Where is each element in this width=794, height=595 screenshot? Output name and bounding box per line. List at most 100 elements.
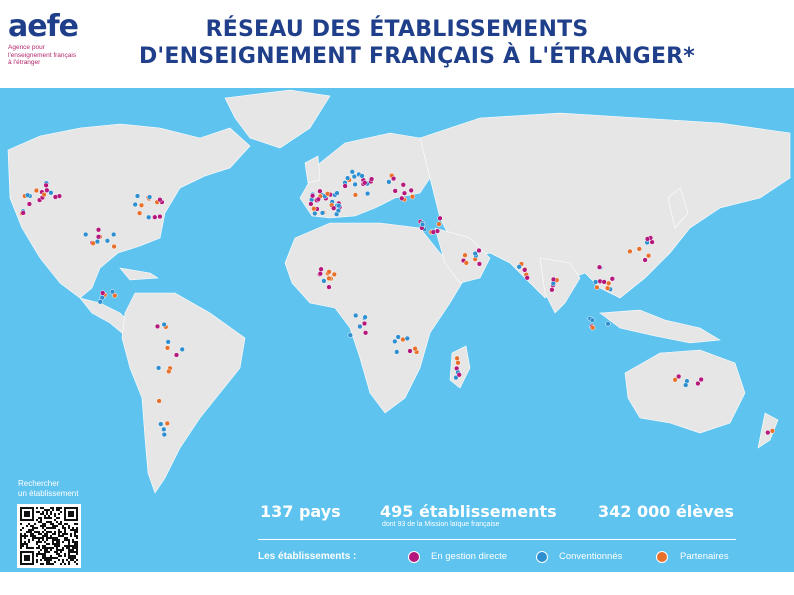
school-dot[interactable]: [157, 213, 163, 220]
school-dot[interactable]: [412, 346, 418, 352]
school-dot[interactable]: [683, 382, 689, 388]
school-dot[interactable]: [399, 195, 405, 201]
school-dot[interactable]: [592, 279, 599, 285]
school-dot[interactable]: [347, 332, 353, 338]
school-dot[interactable]: [154, 323, 161, 330]
school-dot[interactable]: [324, 191, 331, 197]
school-dot[interactable]: [609, 276, 615, 282]
school-dot[interactable]: [342, 183, 348, 189]
school-dot[interactable]: [161, 431, 167, 438]
school-dot[interactable]: [90, 240, 96, 246]
school-dot[interactable]: [146, 214, 152, 220]
school-dot[interactable]: [604, 285, 611, 291]
school-dot[interactable]: [164, 345, 171, 351]
school-dot[interactable]: [161, 321, 167, 328]
school-dot[interactable]: [476, 261, 483, 267]
school-dot[interactable]: [436, 221, 442, 227]
school-dot[interactable]: [362, 180, 368, 186]
school-dot[interactable]: [516, 264, 522, 270]
school-dot[interactable]: [326, 284, 332, 290]
school-dot[interactable]: [409, 194, 416, 200]
school-dot[interactable]: [606, 280, 612, 286]
school-dot[interactable]: [672, 377, 678, 383]
school-dot[interactable]: [33, 187, 40, 194]
school-dot[interactable]: [311, 206, 317, 212]
school-dot[interactable]: [765, 429, 771, 436]
school-dot[interactable]: [676, 373, 682, 380]
school-dot[interactable]: [404, 335, 410, 342]
school-dot[interactable]: [462, 252, 468, 258]
school-dot[interactable]: [334, 190, 340, 196]
school-dot[interactable]: [353, 312, 359, 319]
school-dot[interactable]: [319, 210, 326, 216]
school-dot[interactable]: [454, 355, 460, 361]
school-dot[interactable]: [695, 380, 701, 387]
school-dot[interactable]: [166, 368, 172, 375]
school-dot[interactable]: [104, 238, 111, 244]
school-dot[interactable]: [321, 278, 327, 284]
school-dot[interactable]: [309, 193, 316, 199]
school-dot[interactable]: [364, 190, 371, 197]
school-dot[interactable]: [157, 197, 163, 203]
school-dot[interactable]: [386, 179, 392, 185]
school-dot[interactable]: [594, 284, 600, 291]
school-dot[interactable]: [596, 264, 603, 270]
school-dot[interactable]: [362, 330, 369, 336]
school-dot[interactable]: [590, 325, 596, 331]
school-dot[interactable]: [437, 215, 443, 221]
school-dot[interactable]: [308, 201, 314, 207]
school-dot[interactable]: [357, 323, 363, 330]
school-dot[interactable]: [95, 227, 102, 233]
school-dot[interactable]: [112, 292, 118, 299]
school-dot[interactable]: [627, 248, 633, 255]
school-dot[interactable]: [173, 352, 180, 358]
school-dot[interactable]: [26, 201, 33, 207]
school-dot[interactable]: [589, 317, 596, 323]
aefe-logo[interactable]: aefe Agence pour l'enseignement français…: [8, 12, 88, 67]
school-dot[interactable]: [161, 426, 167, 432]
school-dot[interactable]: [401, 190, 408, 196]
school-dot[interactable]: [52, 194, 59, 200]
school-dot[interactable]: [524, 275, 530, 281]
school-dot[interactable]: [351, 173, 357, 180]
school-dot[interactable]: [335, 207, 342, 214]
school-dot[interactable]: [430, 229, 436, 235]
school-dot[interactable]: [407, 348, 413, 354]
school-dot[interactable]: [642, 257, 648, 263]
school-dot[interactable]: [361, 320, 368, 327]
school-dot[interactable]: [400, 336, 406, 343]
school-dot[interactable]: [605, 321, 611, 327]
school-dot[interactable]: [390, 175, 397, 182]
school-dot[interactable]: [315, 196, 321, 202]
school-dot[interactable]: [111, 243, 117, 250]
school-dot[interactable]: [20, 210, 26, 216]
school-dot[interactable]: [146, 194, 153, 200]
school-dot[interactable]: [359, 173, 365, 179]
school-dot[interactable]: [456, 372, 462, 378]
school-dot[interactable]: [550, 276, 557, 283]
school-dot[interactable]: [132, 201, 138, 208]
school-dot[interactable]: [179, 346, 185, 353]
school-dot[interactable]: [769, 428, 776, 434]
school-dot[interactable]: [100, 290, 106, 296]
school-dot[interactable]: [109, 289, 116, 295]
school-dot[interactable]: [83, 231, 89, 238]
school-dot[interactable]: [349, 169, 355, 175]
school-dot[interactable]: [326, 275, 332, 282]
school-dot[interactable]: [111, 231, 117, 238]
school-dot[interactable]: [158, 421, 164, 427]
school-dot[interactable]: [344, 175, 351, 181]
school-dot[interactable]: [395, 334, 401, 340]
school-dot[interactable]: [522, 267, 528, 273]
school-dot[interactable]: [698, 376, 704, 383]
school-dot[interactable]: [472, 250, 478, 257]
qr-code[interactable]: [17, 504, 81, 568]
school-dot[interactable]: [601, 279, 607, 285]
school-dot[interactable]: [317, 188, 323, 194]
school-dot[interactable]: [352, 192, 359, 198]
school-dot[interactable]: [644, 236, 651, 242]
school-dot[interactable]: [368, 176, 375, 182]
school-dot[interactable]: [134, 193, 141, 199]
school-dot[interactable]: [636, 246, 642, 252]
school-dot[interactable]: [408, 187, 414, 194]
